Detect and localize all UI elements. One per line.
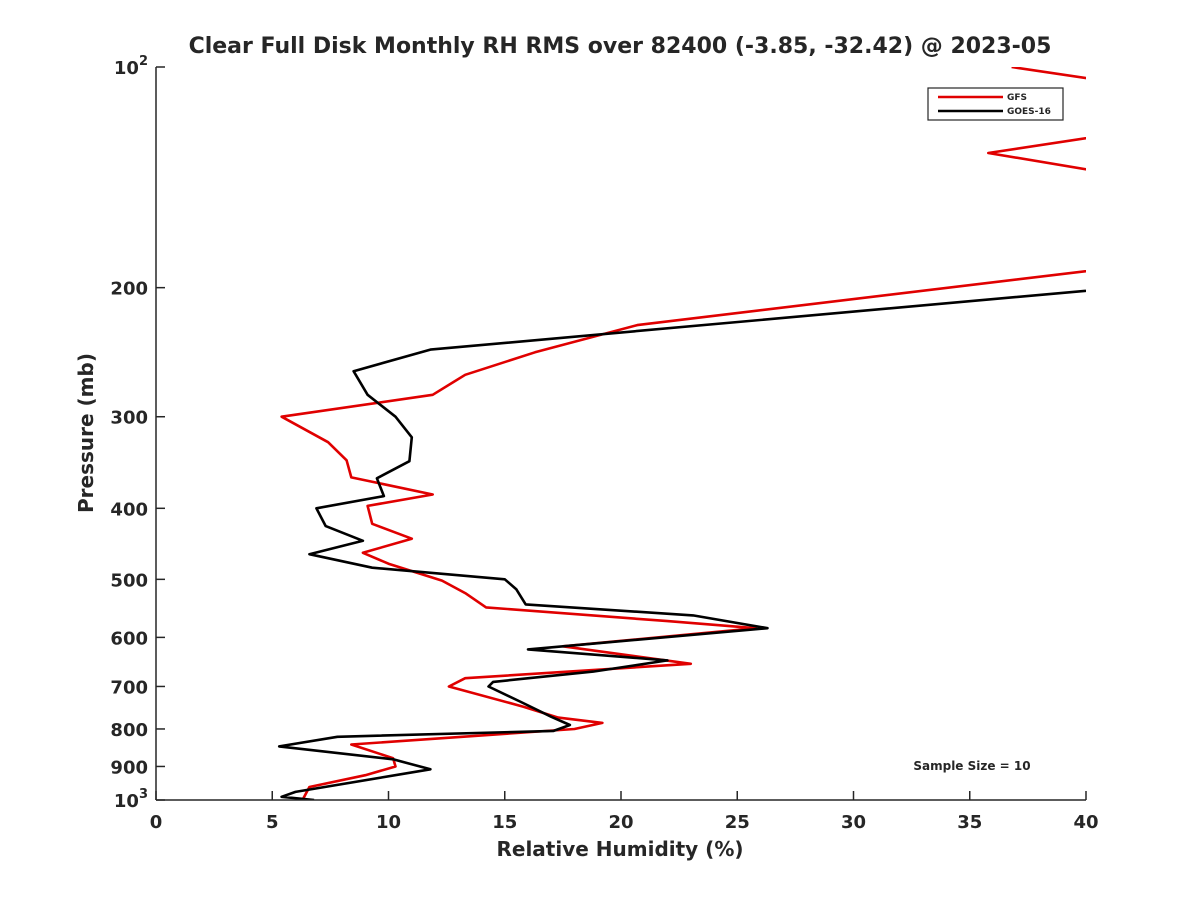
- x-tick-label: 0: [150, 812, 163, 833]
- y-tick-label: 103: [114, 787, 148, 812]
- x-tick-label: 20: [608, 812, 633, 833]
- y-tick-label: 300: [110, 408, 148, 429]
- chart-title: Clear Full Disk Monthly RH RMS over 8240…: [189, 34, 1052, 59]
- x-axis-ticks: 0 5 10 15 20 25 30 35 40: [150, 791, 1099, 833]
- x-axis-label: Relative Humidity (%): [496, 837, 743, 861]
- y-axis-label: Pressure (mb): [74, 353, 98, 513]
- x-tick-label: 30: [841, 812, 866, 833]
- y-tick-label: 500: [110, 570, 148, 591]
- x-tick-label: 25: [725, 812, 750, 833]
- series-line-goes-16: [277, 289, 1086, 800]
- sample-size-annotation: Sample Size = 10: [913, 759, 1030, 773]
- legend-label-goes-16: GOES-16: [1007, 107, 1051, 117]
- x-tick-label: 35: [957, 812, 982, 833]
- y-tick-label: 800: [110, 720, 148, 741]
- series-line-gfs: [280, 67, 1086, 800]
- legend-box: [927, 87, 1064, 121]
- legend: GFS GOES-16: [927, 87, 1064, 121]
- y-tick-label: 200: [110, 279, 148, 300]
- y-tick-label: 102: [114, 54, 148, 79]
- legend-label-gfs: GFS: [1007, 93, 1027, 103]
- x-tick-label: 5: [266, 812, 279, 833]
- y-tick-label: 600: [110, 628, 148, 649]
- series-layer: [277, 67, 1086, 800]
- x-tick-label: 10: [376, 812, 401, 833]
- y-tick-label: 700: [110, 677, 148, 698]
- y-axis-ticks: 102 200 300 400 500 600 700 800 900 103: [110, 54, 165, 812]
- y-tick-label: 900: [110, 757, 148, 778]
- x-tick-label: 15: [492, 812, 517, 833]
- x-tick-label: 40: [1073, 812, 1098, 833]
- y-tick-label: 400: [110, 499, 148, 520]
